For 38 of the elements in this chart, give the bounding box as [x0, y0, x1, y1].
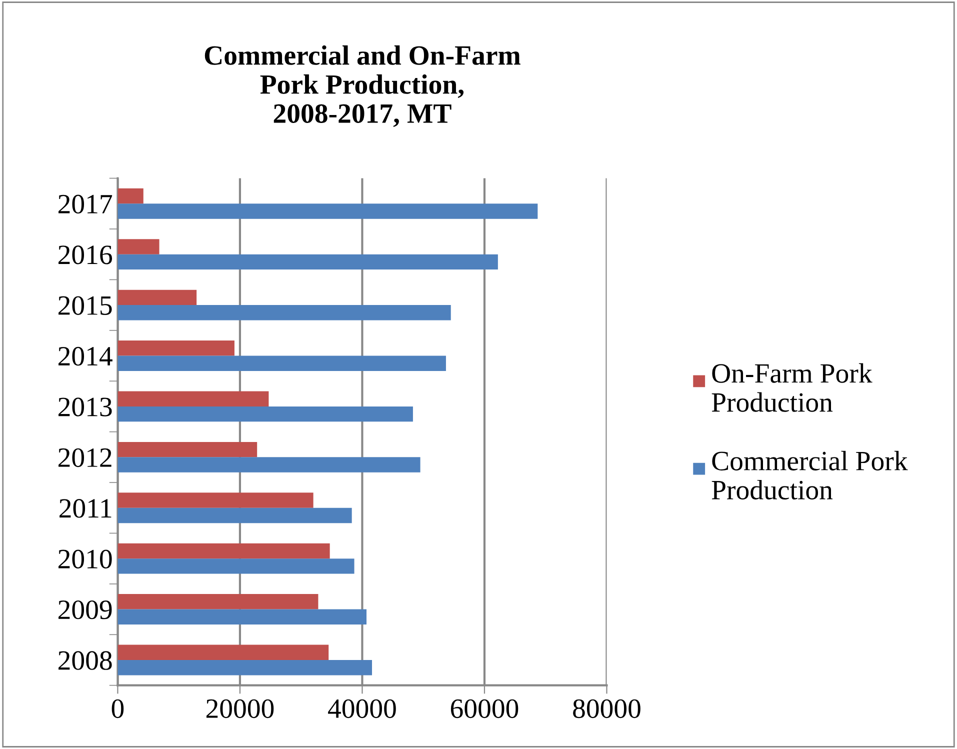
bar: [118, 609, 367, 624]
bar: [118, 558, 354, 574]
legend-label: Commercial Pork Production: [712, 450, 908, 500]
bar: [118, 290, 197, 306]
bar: [118, 239, 160, 254]
bar: [118, 188, 144, 204]
bar: [118, 543, 330, 559]
bar: [118, 644, 329, 660]
chart-title: Commercial and On-Farm Pork Production, 2008-2017, MT: [204, 45, 520, 128]
bar: [118, 457, 420, 472]
x-tick-label: 80000: [573, 699, 640, 718]
bar: [118, 254, 498, 270]
bar: [118, 406, 413, 422]
y-tick-label: 2008: [58, 651, 112, 670]
y-tick-label: 2012: [58, 448, 112, 468]
y-tick-label: 2011: [60, 499, 112, 518]
legend-label: On-Farm Pork Production: [712, 363, 872, 412]
bar: [118, 356, 446, 371]
x-tick-label: 60000: [450, 699, 518, 718]
y-tick-label: 2009: [58, 600, 112, 620]
y-tick-label: 2010: [58, 550, 112, 568]
y-tick-label: 2015: [58, 296, 112, 315]
x-tick-label: 0: [112, 699, 124, 718]
bar: [118, 391, 269, 406]
y-tick-label: 2013: [58, 398, 112, 416]
x-tick-label: 20000: [206, 699, 274, 718]
y-tick-label: 2016: [58, 245, 112, 264]
bar: [118, 660, 372, 676]
bar: [118, 594, 318, 610]
y-tick-label: 2014: [58, 346, 112, 366]
bar: [118, 340, 234, 356]
bar: [118, 492, 314, 508]
y-tick-label: 2017: [58, 194, 112, 214]
x-tick-label: 40000: [328, 699, 396, 718]
bar: [118, 508, 352, 524]
bar: [118, 305, 451, 320]
bar: [118, 442, 258, 458]
bar: [118, 204, 538, 219]
